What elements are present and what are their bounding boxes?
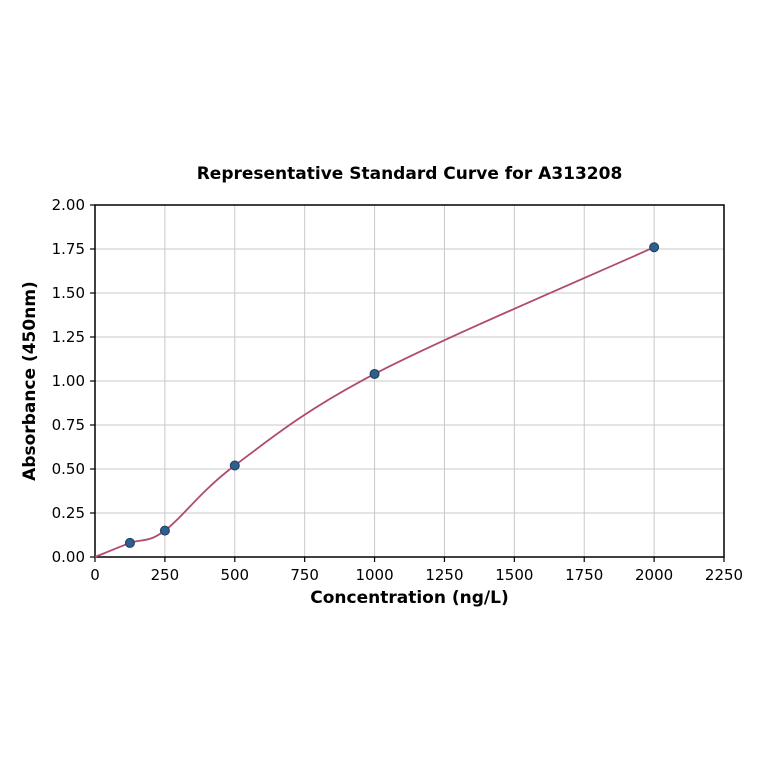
y-tick-label: 1.00: [52, 372, 85, 390]
y-tick-label: 1.50: [52, 284, 85, 302]
x-tick-label: 0: [90, 566, 100, 584]
x-tick-label: 2000: [635, 566, 673, 584]
x-tick-label: 500: [220, 566, 249, 584]
x-axis-label: Concentration (ng/L): [310, 588, 509, 608]
x-tick-label: 1500: [495, 566, 533, 584]
data-point: [369, 368, 380, 379]
chart-title: Representative Standard Curve for A31320…: [196, 164, 623, 184]
x-tick-label: 1250: [425, 566, 463, 584]
y-tick-label: 2.00: [52, 196, 85, 214]
y-tick-label: 1.25: [52, 328, 85, 346]
y-tick-label: 0.50: [52, 460, 85, 478]
data-point: [159, 525, 170, 536]
x-tick-label: 2250: [705, 566, 743, 584]
x-tick-label: 1000: [355, 566, 393, 584]
y-axis-label: Absorbance (450nm): [20, 281, 40, 481]
y-tick-label: 1.75: [52, 240, 85, 258]
data-point: [649, 242, 660, 253]
y-tick-label: 0.25: [52, 504, 85, 522]
data-point: [229, 460, 240, 471]
x-tick-label: 750: [290, 566, 319, 584]
x-tick-label: 250: [151, 566, 180, 584]
data-point: [124, 537, 135, 548]
y-tick-label: 0.00: [52, 548, 85, 566]
x-tick-label: 1750: [565, 566, 603, 584]
y-tick-label: 0.75: [52, 416, 85, 434]
